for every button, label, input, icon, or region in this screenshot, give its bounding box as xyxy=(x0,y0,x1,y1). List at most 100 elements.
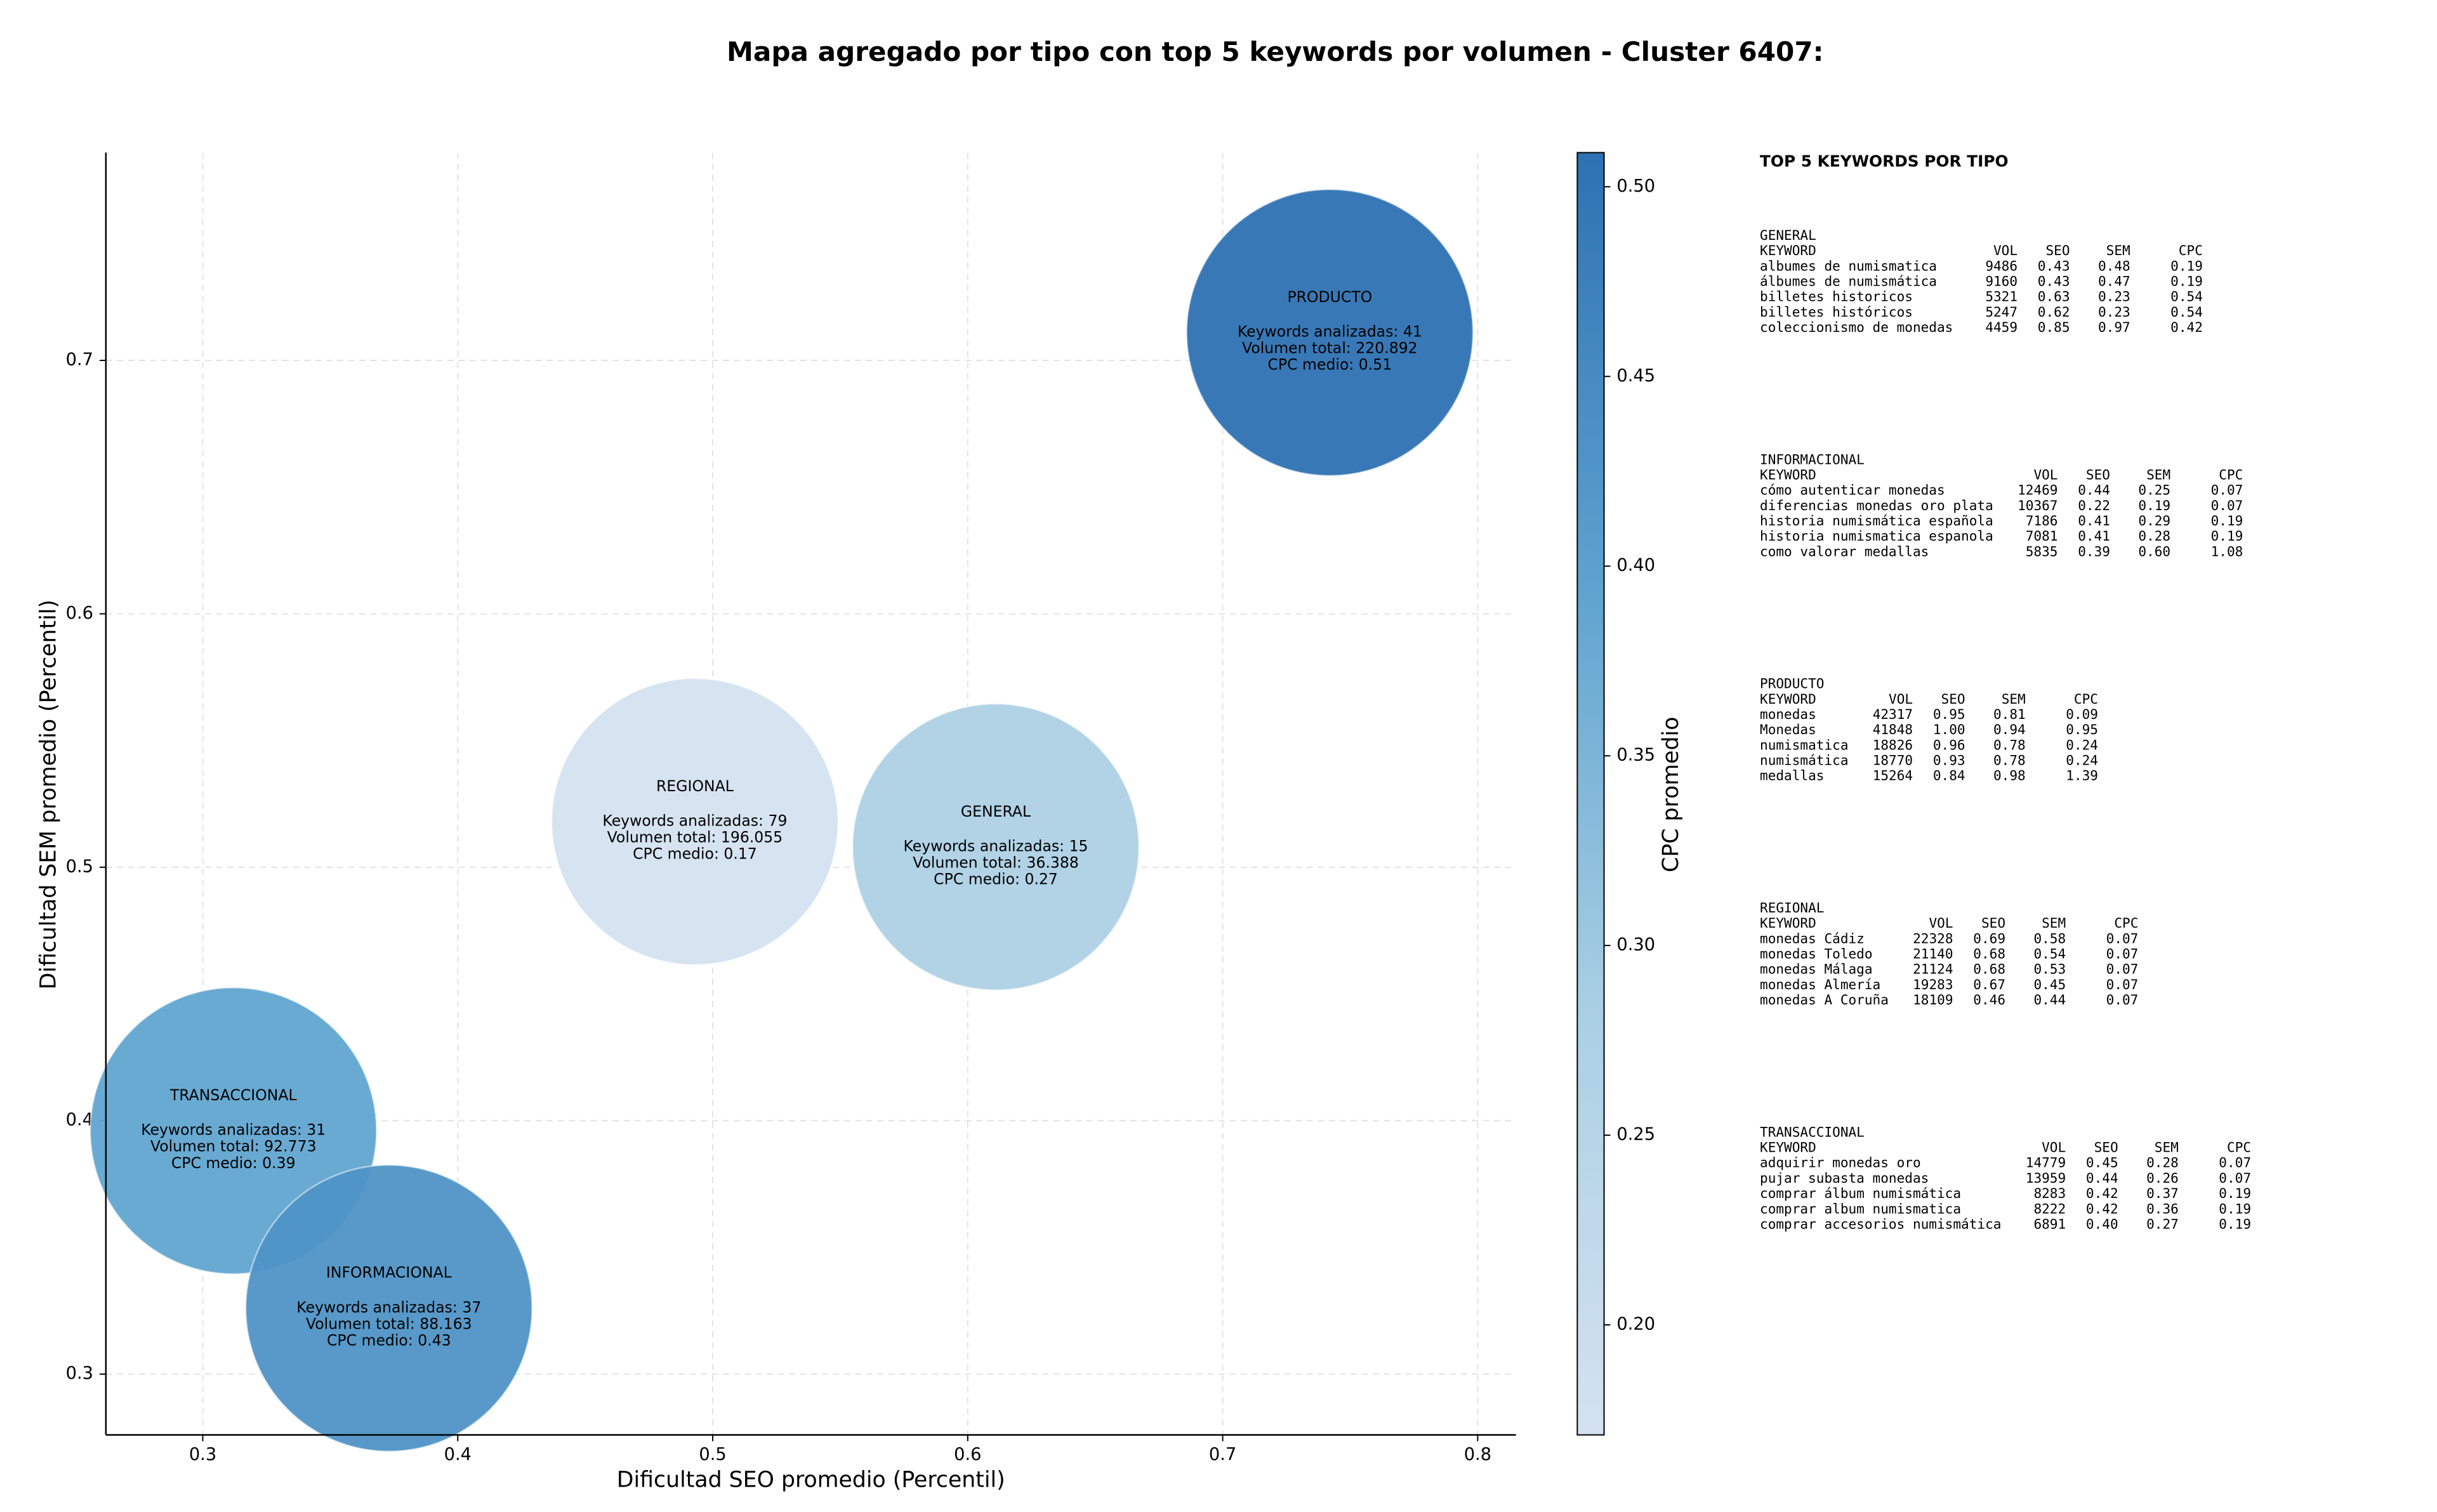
table-cell: numismatica xyxy=(1760,737,1849,753)
table-cell: 8222 xyxy=(2033,1200,2066,1216)
colorbar-tick-label: 0.30 xyxy=(1616,935,1655,955)
table-cell: 0.07 xyxy=(2106,976,2139,992)
table-cell: 0.42 xyxy=(2086,1185,2118,1201)
table-cell: 0.42 xyxy=(2170,319,2203,335)
table-cell: 0.22 xyxy=(2078,497,2110,513)
table-cell: 4459 xyxy=(1985,319,2018,335)
table-cell: 0.69 xyxy=(1973,930,2005,946)
column-header: KEYWORD xyxy=(1760,691,1816,707)
table-cell: 0.07 xyxy=(2106,930,2139,946)
table-cell: 0.43 xyxy=(2038,258,2070,273)
colorbar-tick-label: 0.50 xyxy=(1616,176,1655,196)
column-header: KEYWORD xyxy=(1760,915,1816,931)
table-cell: 0.97 xyxy=(2098,319,2130,335)
table-cell: 0.60 xyxy=(2138,543,2170,559)
table-cell: 0.44 xyxy=(2078,482,2110,498)
table-cell: 41848 xyxy=(1873,721,1913,737)
table-cell: 0.25 xyxy=(2138,482,2170,498)
colorbar-tick-label: 0.35 xyxy=(1616,746,1655,765)
table-cell: 0.45 xyxy=(2033,976,2066,992)
group-name: GENERAL xyxy=(1760,227,1816,243)
column-header: SEO xyxy=(1941,691,1965,707)
table-cell: 0.37 xyxy=(2146,1185,2179,1201)
column-header: SEO xyxy=(2086,466,2110,482)
bubble-volume: Volumen total: 88.163 xyxy=(306,1315,472,1332)
bubble-cpc: CPC medio: 0.27 xyxy=(934,870,1058,888)
table-cell: 0.36 xyxy=(2146,1200,2179,1216)
bubble-keywords: Keywords analizadas: 15 xyxy=(904,837,1088,855)
table-cell: 1.00 xyxy=(1933,721,1965,737)
colorbar-tick-label: 0.25 xyxy=(1616,1125,1655,1145)
column-header: SEM xyxy=(2002,691,2026,707)
column-header: KEYWORD xyxy=(1760,466,1816,482)
x-tick-label: 0.6 xyxy=(954,1445,981,1464)
table-cell: 15264 xyxy=(1873,768,1913,784)
table-cell: 0.19 xyxy=(2170,273,2203,289)
table-cell: 0.07 xyxy=(2219,1170,2251,1186)
table-cell: 0.09 xyxy=(2066,706,2098,722)
x-tick-label: 0.8 xyxy=(1464,1445,1491,1464)
table-cell: 0.41 xyxy=(2078,513,2110,529)
column-header: VOL xyxy=(1889,691,1913,707)
bubble-keywords: Keywords analizadas: 79 xyxy=(602,812,787,829)
table-cell: 0.54 xyxy=(2170,304,2203,320)
y-tick-label: 0.4 xyxy=(66,1110,93,1130)
table-cell: monedas Toledo xyxy=(1760,946,1873,962)
table-cell: 0.95 xyxy=(2066,721,2098,737)
table-cell: 18826 xyxy=(1873,737,1913,753)
table-cell: álbumes de numismática xyxy=(1760,273,1937,289)
column-header: SEO xyxy=(1981,915,2005,931)
table-cell: historia numismatica espanola xyxy=(1760,528,1993,544)
y-tick-label: 0.3 xyxy=(66,1364,93,1383)
bubble-volume: Volumen total: 220.892 xyxy=(1242,339,1418,357)
column-header: KEYWORD xyxy=(1760,1140,1816,1155)
table-cell: 0.43 xyxy=(2038,273,2070,289)
table-cell: 0.44 xyxy=(2033,992,2066,1008)
table-cell: adquirir monedas oro xyxy=(1760,1155,1921,1171)
column-header: VOL xyxy=(2042,1140,2066,1155)
table-cell: 0.78 xyxy=(1993,737,2026,753)
table-cell: comprar album numismatica xyxy=(1760,1200,1961,1216)
x-tick-label: 0.5 xyxy=(699,1445,726,1464)
table-cell: 0.46 xyxy=(1973,992,2005,1008)
table-cell: 0.40 xyxy=(2086,1216,2118,1232)
table-cell: 0.54 xyxy=(2033,946,2066,962)
table-cell: 0.41 xyxy=(2078,528,2110,544)
table-cell: 0.68 xyxy=(1973,961,2005,977)
table-cell: billetes historicos xyxy=(1760,289,1913,305)
table-cell: medallas xyxy=(1760,768,1824,784)
table-cell: 14779 xyxy=(2026,1155,2066,1171)
bubble-keywords: Keywords analizadas: 37 xyxy=(296,1298,481,1316)
table-cell: 21140 xyxy=(1913,946,1953,962)
y-axis-label: Dificultad SEM promedio (Percentil) xyxy=(36,600,62,990)
table-cell: diferencias monedas oro plata xyxy=(1760,497,1993,513)
table-cell: 9160 xyxy=(1985,273,2018,289)
table-cell: 0.96 xyxy=(1933,737,1965,753)
table-cell: historia numismática española xyxy=(1760,513,1993,529)
bubble-name: TRANSACCIONAL xyxy=(169,1086,297,1104)
table-cell: 0.39 xyxy=(2078,543,2110,559)
table-cell: 21124 xyxy=(1913,961,1953,977)
bubble-name: PRODUCTO xyxy=(1287,288,1372,306)
table-cell: 0.29 xyxy=(2138,513,2170,529)
table-cell: 0.27 xyxy=(2146,1216,2179,1232)
table-cell: numismática xyxy=(1760,753,1849,768)
x-tick-label: 0.3 xyxy=(189,1445,216,1464)
table-cell: 0.07 xyxy=(2211,482,2243,498)
table-cell: 5835 xyxy=(2026,543,2058,559)
table-cell: 0.23 xyxy=(2098,289,2130,305)
table-cell: 0.19 xyxy=(2219,1185,2251,1201)
table-cell: 0.19 xyxy=(2170,258,2203,273)
table-cell: 0.23 xyxy=(2098,304,2130,320)
table-cell: cómo autenticar monedas xyxy=(1760,482,1945,498)
table-cell: 7186 xyxy=(2026,513,2058,529)
table-cell: 0.19 xyxy=(2211,528,2243,544)
table-cell: 7081 xyxy=(2026,528,2058,544)
table-cell: 0.26 xyxy=(2146,1170,2179,1186)
y-tick-label: 0.7 xyxy=(66,350,93,370)
table-cell: 1.08 xyxy=(2211,543,2243,559)
table-cell: 0.67 xyxy=(1973,976,2005,992)
bubble-cpc: CPC medio: 0.43 xyxy=(327,1331,451,1349)
column-header: CPC xyxy=(2179,242,2203,258)
column-header: SEM xyxy=(2146,466,2170,482)
